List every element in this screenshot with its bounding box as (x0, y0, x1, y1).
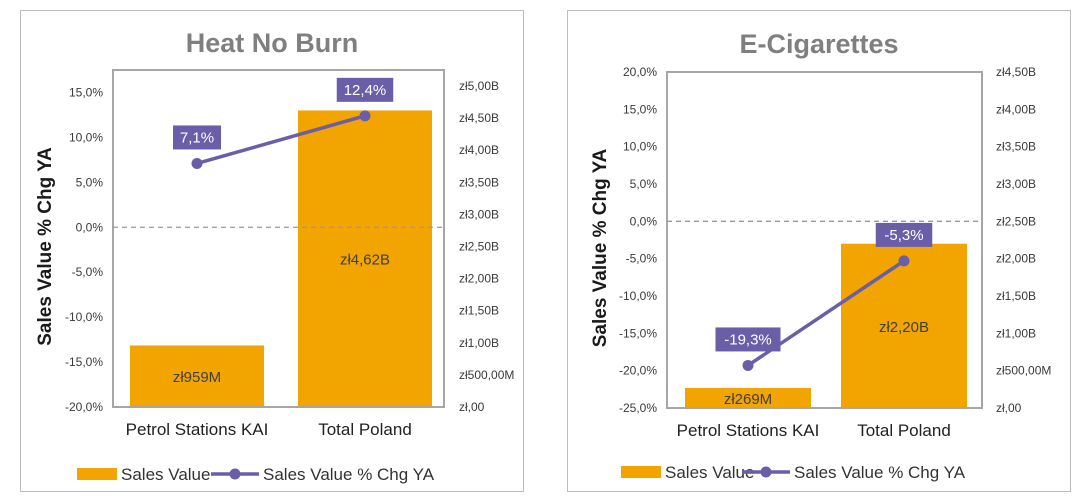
line-data-label: 12,4% (344, 82, 387, 99)
chart-title: Heat No Burn (186, 28, 359, 58)
right-tick-label: zł1,50B (996, 289, 1036, 303)
line-point (898, 255, 910, 267)
line-data-label: 7,1% (180, 129, 214, 146)
bar-total-poland (298, 110, 432, 407)
bar-total-poland (841, 243, 967, 408)
right-tick-label: zł500,00M (996, 364, 1051, 378)
right-tick-label: zł3,00B (459, 207, 499, 221)
line-data-label-box (336, 77, 394, 102)
right-tick-label: zł2,00B (996, 252, 1036, 266)
right-tick-label: zł,00 (459, 400, 485, 414)
right-tick-label: zł3,00B (996, 177, 1036, 191)
left-tick-label: -10,0% (65, 310, 103, 324)
x-category-label: Total Poland (318, 420, 412, 439)
bar-data-label: zł2,20B (879, 319, 929, 336)
legend-label-sales-value: Sales Value (665, 463, 754, 482)
left-tick-label: -5,0% (626, 252, 658, 266)
line-series-sales-chg-ya (196, 114, 366, 166)
right-tick-label: zł1,00B (459, 336, 499, 350)
plot-area-border (666, 71, 983, 409)
heat-no-burn-chart: Heat No Burn Sales Value % Chg YA zł959M zł… (35, 28, 514, 484)
line-data-label: -19,3% (724, 331, 772, 348)
right-tick-label: zł1,00B (996, 326, 1036, 340)
right-tick-label: zł,00 (996, 401, 1022, 415)
left-tick-label: 15,0% (623, 102, 657, 116)
x-category-label: Petrol Stations KAI (126, 420, 269, 439)
left-tick-label: 15,0% (69, 85, 103, 99)
left-tick-label: -15,0% (619, 326, 657, 340)
e-cigarettes-chart-panel: E-Cigarettes Sales Value % Chg YA zł269M zł… (567, 10, 1071, 492)
right-tick-label: zł5,00B (459, 79, 499, 93)
left-tick-label: -15,0% (65, 355, 103, 369)
legend-line-marker (760, 466, 772, 478)
left-tick-label: -20,0% (619, 364, 657, 378)
plot-area-border (112, 69, 445, 408)
right-tick-label: zł2,50B (996, 214, 1036, 228)
left-tick-label: 5,0% (76, 175, 104, 189)
left-tick-label: -20,0% (65, 400, 103, 414)
left-tick-label: 0,0% (630, 214, 658, 228)
line-point (742, 359, 754, 371)
legend-bar-swatch (77, 468, 117, 480)
e-cigarettes-chart: E-Cigarettes Sales Value % Chg YA zł269M zł… (590, 29, 1051, 482)
line-data-label-box (715, 327, 781, 352)
y-axis-label: Sales Value % Chg YA (35, 147, 56, 346)
right-tick-label: zł4,00B (996, 102, 1036, 116)
line-data-label: -5,3% (884, 227, 923, 244)
line-data-label-box (875, 222, 933, 247)
bar-data-label: zł959M (173, 369, 221, 386)
x-category-label: Petrol Stations KAI (677, 421, 820, 440)
line-point (191, 157, 203, 169)
legend-label-sales-chg-ya: Sales Value % Chg YA (263, 465, 435, 484)
chart-title: E-Cigarettes (739, 29, 898, 59)
right-tick-label: zł3,50B (996, 140, 1036, 154)
right-tick-label: zł1,50B (459, 304, 499, 318)
right-tick-label: zł2,50B (459, 240, 499, 254)
line-point (359, 110, 371, 122)
right-tick-label: zł500,00M (459, 368, 514, 382)
bar-data-label: zł4,62B (340, 252, 390, 269)
x-category-label: Total Poland (857, 421, 951, 440)
left-tick-label: 0,0% (76, 220, 104, 234)
bar-data-label: zł269M (724, 391, 772, 408)
right-tick-label: zł4,50B (459, 111, 499, 125)
bar-petrol-stations (130, 345, 264, 407)
left-tick-label: -10,0% (619, 289, 657, 303)
right-tick-label: zł4,00B (459, 143, 499, 157)
legend-line-marker (229, 468, 241, 480)
right-tick-label: zł2,00B (459, 272, 499, 286)
line-data-label-box (173, 125, 221, 150)
left-tick-label: -25,0% (619, 401, 657, 415)
left-tick-label: 10,0% (623, 140, 657, 154)
left-tick-label: 5,0% (630, 177, 658, 191)
legend-label-sales-value: Sales Value (121, 465, 210, 484)
legend-label-sales-chg-ya: Sales Value % Chg YA (794, 463, 966, 482)
left-tick-label: -5,0% (72, 265, 104, 279)
heat-no-burn-chart-panel: Heat No Burn Sales Value % Chg YA zł959M zł… (20, 10, 524, 492)
right-tick-label: zł4,50B (996, 65, 1036, 79)
left-tick-label: 10,0% (69, 130, 103, 144)
right-tick-label: zł3,50B (459, 175, 499, 189)
left-tick-label: 20,0% (623, 65, 657, 79)
legend-bar-swatch (621, 466, 661, 478)
bar-petrol-stations (685, 387, 811, 408)
y-axis-label: Sales Value % Chg YA (590, 148, 611, 347)
